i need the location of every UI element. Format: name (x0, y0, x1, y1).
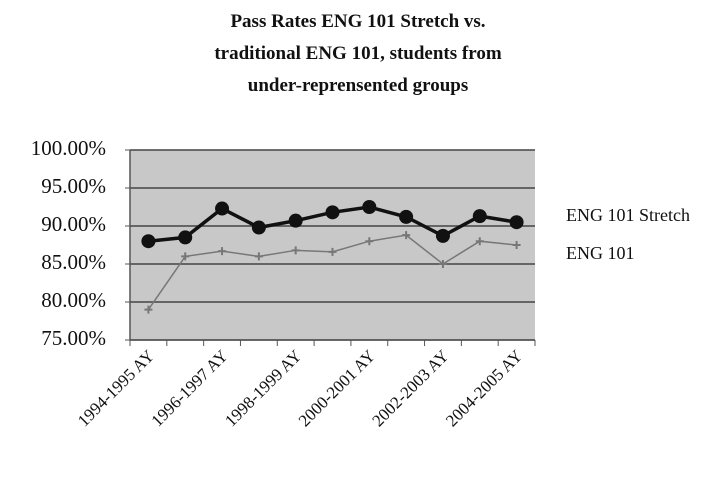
marker (178, 230, 193, 245)
y-tick-label: 80.00% (41, 288, 106, 312)
y-tick-label: 100.00% (31, 136, 106, 160)
chart-title: Pass Rates ENG 101 Stretch vs. tradition… (214, 11, 502, 96)
marker (438, 260, 447, 268)
y-tick-label: 75.00% (41, 326, 106, 350)
x-tick-label: 2002-2003 AY (368, 346, 452, 430)
x-tick-label: 1996-1997 AY (148, 346, 232, 430)
y-tick-label: 85.00% (41, 250, 106, 274)
marker (288, 213, 303, 228)
legend-label: ENG 101 (566, 243, 635, 263)
marker (435, 228, 450, 243)
plot-area (130, 150, 535, 340)
legend-label: ENG 101 Stretch (566, 205, 690, 225)
marker (291, 246, 300, 255)
marker (365, 237, 374, 246)
x-tick-label: 2004-2005 AY (442, 346, 526, 430)
marker (362, 200, 377, 214)
marker (218, 247, 227, 256)
x-tick-label: 2000-2001 AY (295, 346, 379, 430)
marker (215, 201, 230, 216)
marker (512, 241, 521, 249)
marker (325, 205, 340, 220)
y-tick-label: 90.00% (41, 212, 106, 236)
marker (475, 237, 484, 246)
marker (251, 220, 266, 235)
x-tick-label: 1998-1999 AY (221, 346, 305, 430)
marker (472, 209, 487, 224)
marker (509, 215, 524, 230)
marker (144, 305, 153, 314)
marker (141, 234, 156, 249)
x-tick-label: 1994-1995 AY (74, 346, 158, 430)
marker (181, 252, 190, 261)
marker (399, 209, 414, 224)
y-tick-label: 95.00% (41, 174, 106, 198)
marker (402, 231, 411, 240)
marker (254, 252, 263, 261)
marker (328, 247, 337, 256)
